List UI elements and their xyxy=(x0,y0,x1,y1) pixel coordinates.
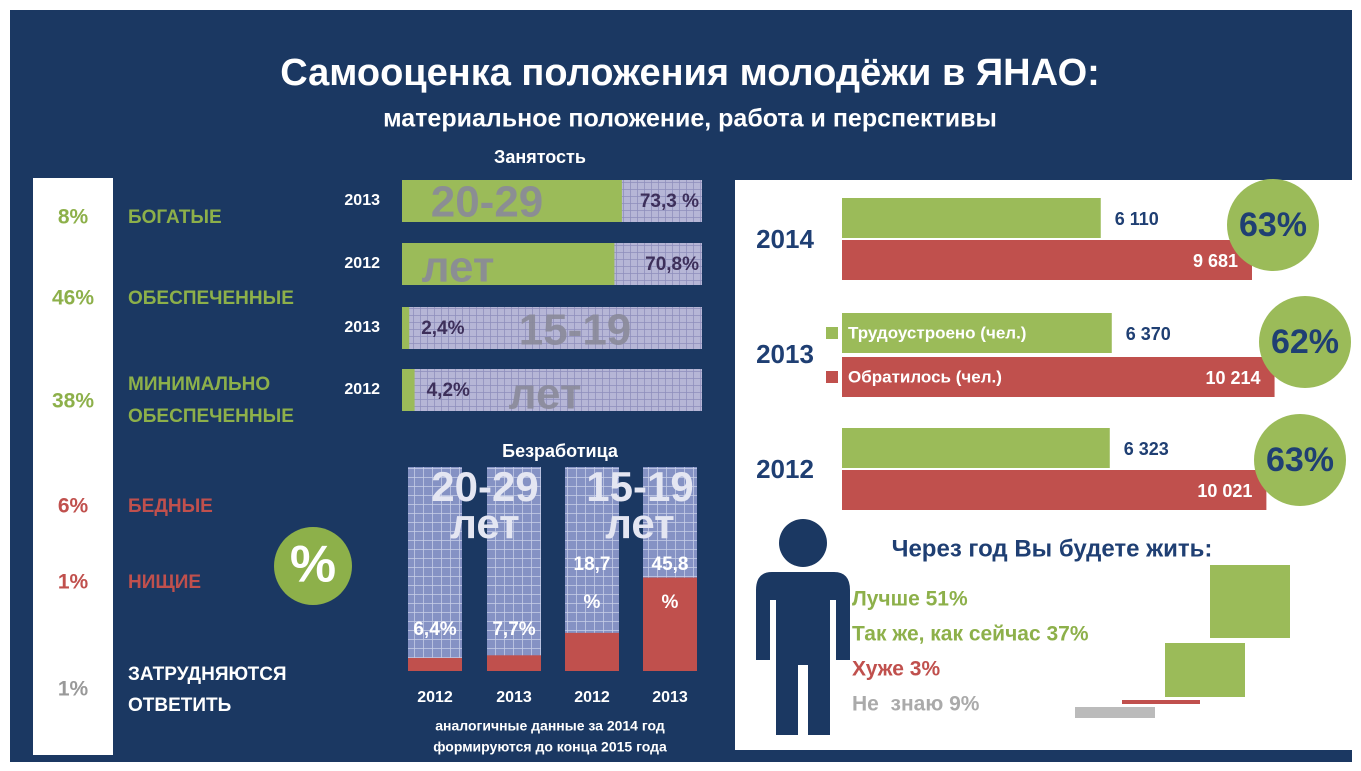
subtitle: материальное положение, работа и перспек… xyxy=(383,105,997,133)
applied-bar xyxy=(842,240,1252,280)
badge-circle xyxy=(274,527,352,605)
age-label: 20-29 xyxy=(431,178,544,227)
year-label: 2013 xyxy=(652,689,688,706)
survey-item: Лучше 51% xyxy=(852,588,968,611)
survey-item: Хуже 3% xyxy=(852,658,940,681)
year-label: 2014 xyxy=(756,224,814,254)
employed-label: 6 110 xyxy=(1115,209,1159,229)
year-label: 2012 xyxy=(344,381,380,398)
year-label: 2012 xyxy=(574,689,610,706)
age-unit: лет xyxy=(509,370,582,419)
footnote: формируются до конца 2015 года xyxy=(433,739,667,755)
applied-bar xyxy=(842,357,1275,397)
employed-bar xyxy=(842,313,1112,353)
status-pct: 46% xyxy=(52,287,94,310)
survey-item: Так же, как сейчас 37% xyxy=(852,623,1089,646)
employment-title: Занятость xyxy=(494,147,586,167)
value-label: 73,3 % xyxy=(640,191,699,212)
applied-bar xyxy=(842,470,1267,510)
share-label: 62% xyxy=(1271,323,1339,361)
employed-bar xyxy=(842,428,1110,468)
status-label: БЕДНЫЕ xyxy=(128,496,213,517)
employment-bar xyxy=(402,307,410,349)
employed-bar xyxy=(842,198,1101,238)
applied-label: 10 021 xyxy=(1197,481,1252,501)
share-circle xyxy=(1259,296,1351,388)
status-label: БОГАТЫЕ xyxy=(128,207,222,228)
status-label: ОТВЕТИТЬ xyxy=(128,695,231,716)
age-unit: лет xyxy=(605,500,675,547)
age-label: 15-19 xyxy=(519,306,632,355)
unemployment-bar xyxy=(408,657,462,671)
status-pct: 38% xyxy=(52,390,94,413)
legend-label: Обратилось (чел.) xyxy=(848,367,1002,386)
footnote: аналогичные данные за 2014 год xyxy=(435,718,665,734)
bar-track xyxy=(402,369,702,411)
share-label: 63% xyxy=(1266,441,1334,479)
survey-item: Не знаю 9% xyxy=(852,693,980,716)
status-pct: 1% xyxy=(58,571,89,594)
unemployment-bar xyxy=(487,655,541,671)
title: Самооценка положения молодёжи в ЯНАО: xyxy=(280,52,1100,94)
badge: % xyxy=(290,536,336,594)
survey-title: Через год Вы будете жить: xyxy=(892,535,1213,562)
value-label: 7,7% xyxy=(492,619,535,640)
value-label: 45,8 xyxy=(652,554,689,575)
value-label: 4,2% xyxy=(427,380,470,401)
value-label: 18,7 xyxy=(574,554,611,575)
value-label: % xyxy=(584,592,601,613)
age-unit: лет xyxy=(422,243,495,292)
applied-label: 9 681 xyxy=(1193,251,1238,271)
applied-label: 10 214 xyxy=(1206,368,1261,388)
status-label: ОБЕСПЕЧЕННЫЕ xyxy=(128,288,294,309)
year-label: 2012 xyxy=(344,255,380,272)
status-label: НИЩИЕ xyxy=(128,572,201,593)
share-circle xyxy=(1254,414,1346,506)
employed-label: 6 370 xyxy=(1126,324,1171,344)
legend-label: Трудоустроено (чел.) xyxy=(848,323,1026,342)
value-label: 6,4% xyxy=(413,619,456,640)
bar-track xyxy=(402,307,702,349)
year-label: 2013 xyxy=(344,319,380,336)
person-icon xyxy=(756,519,850,735)
year-label: 2013 xyxy=(496,689,532,706)
year-label: 2012 xyxy=(417,689,453,706)
year-label: 2013 xyxy=(344,192,380,209)
status-pct: 8% xyxy=(58,206,89,229)
year-label: 2012 xyxy=(756,454,814,484)
value-label: 2,4% xyxy=(421,318,464,339)
unemployment-bar xyxy=(565,632,619,671)
employment-bar xyxy=(402,180,622,222)
status-pct: 1% xyxy=(58,678,89,701)
status-label: ЗАТРУДНЯЮТСЯ xyxy=(128,664,287,685)
left-panel xyxy=(33,178,113,755)
value-label: % xyxy=(662,592,679,613)
employment-bar xyxy=(402,243,615,285)
value-label: 70,8% xyxy=(645,254,699,275)
status-label: МИНИМАЛЬНО xyxy=(128,374,270,395)
unemployment-bar xyxy=(643,577,697,671)
age-unit: лет xyxy=(450,500,520,547)
year-label: 2013 xyxy=(756,339,814,369)
legend-swatch xyxy=(826,327,838,339)
employment-bar xyxy=(402,369,415,411)
legend-swatch xyxy=(826,371,838,383)
status-pct: 6% xyxy=(58,495,89,518)
age-label: 20-29 xyxy=(431,463,538,510)
unemployment-title: Безработица xyxy=(502,441,619,461)
age-label: 15-19 xyxy=(586,463,693,510)
bar-track xyxy=(408,467,462,671)
employed-label: 6 323 xyxy=(1124,439,1169,459)
share-label: 63% xyxy=(1239,206,1307,244)
status-label: ОБЕСПЕЧЕННЫЕ xyxy=(128,406,294,427)
survey-steps xyxy=(1075,565,1290,718)
share-circle xyxy=(1227,179,1319,271)
bar-track xyxy=(487,467,541,671)
